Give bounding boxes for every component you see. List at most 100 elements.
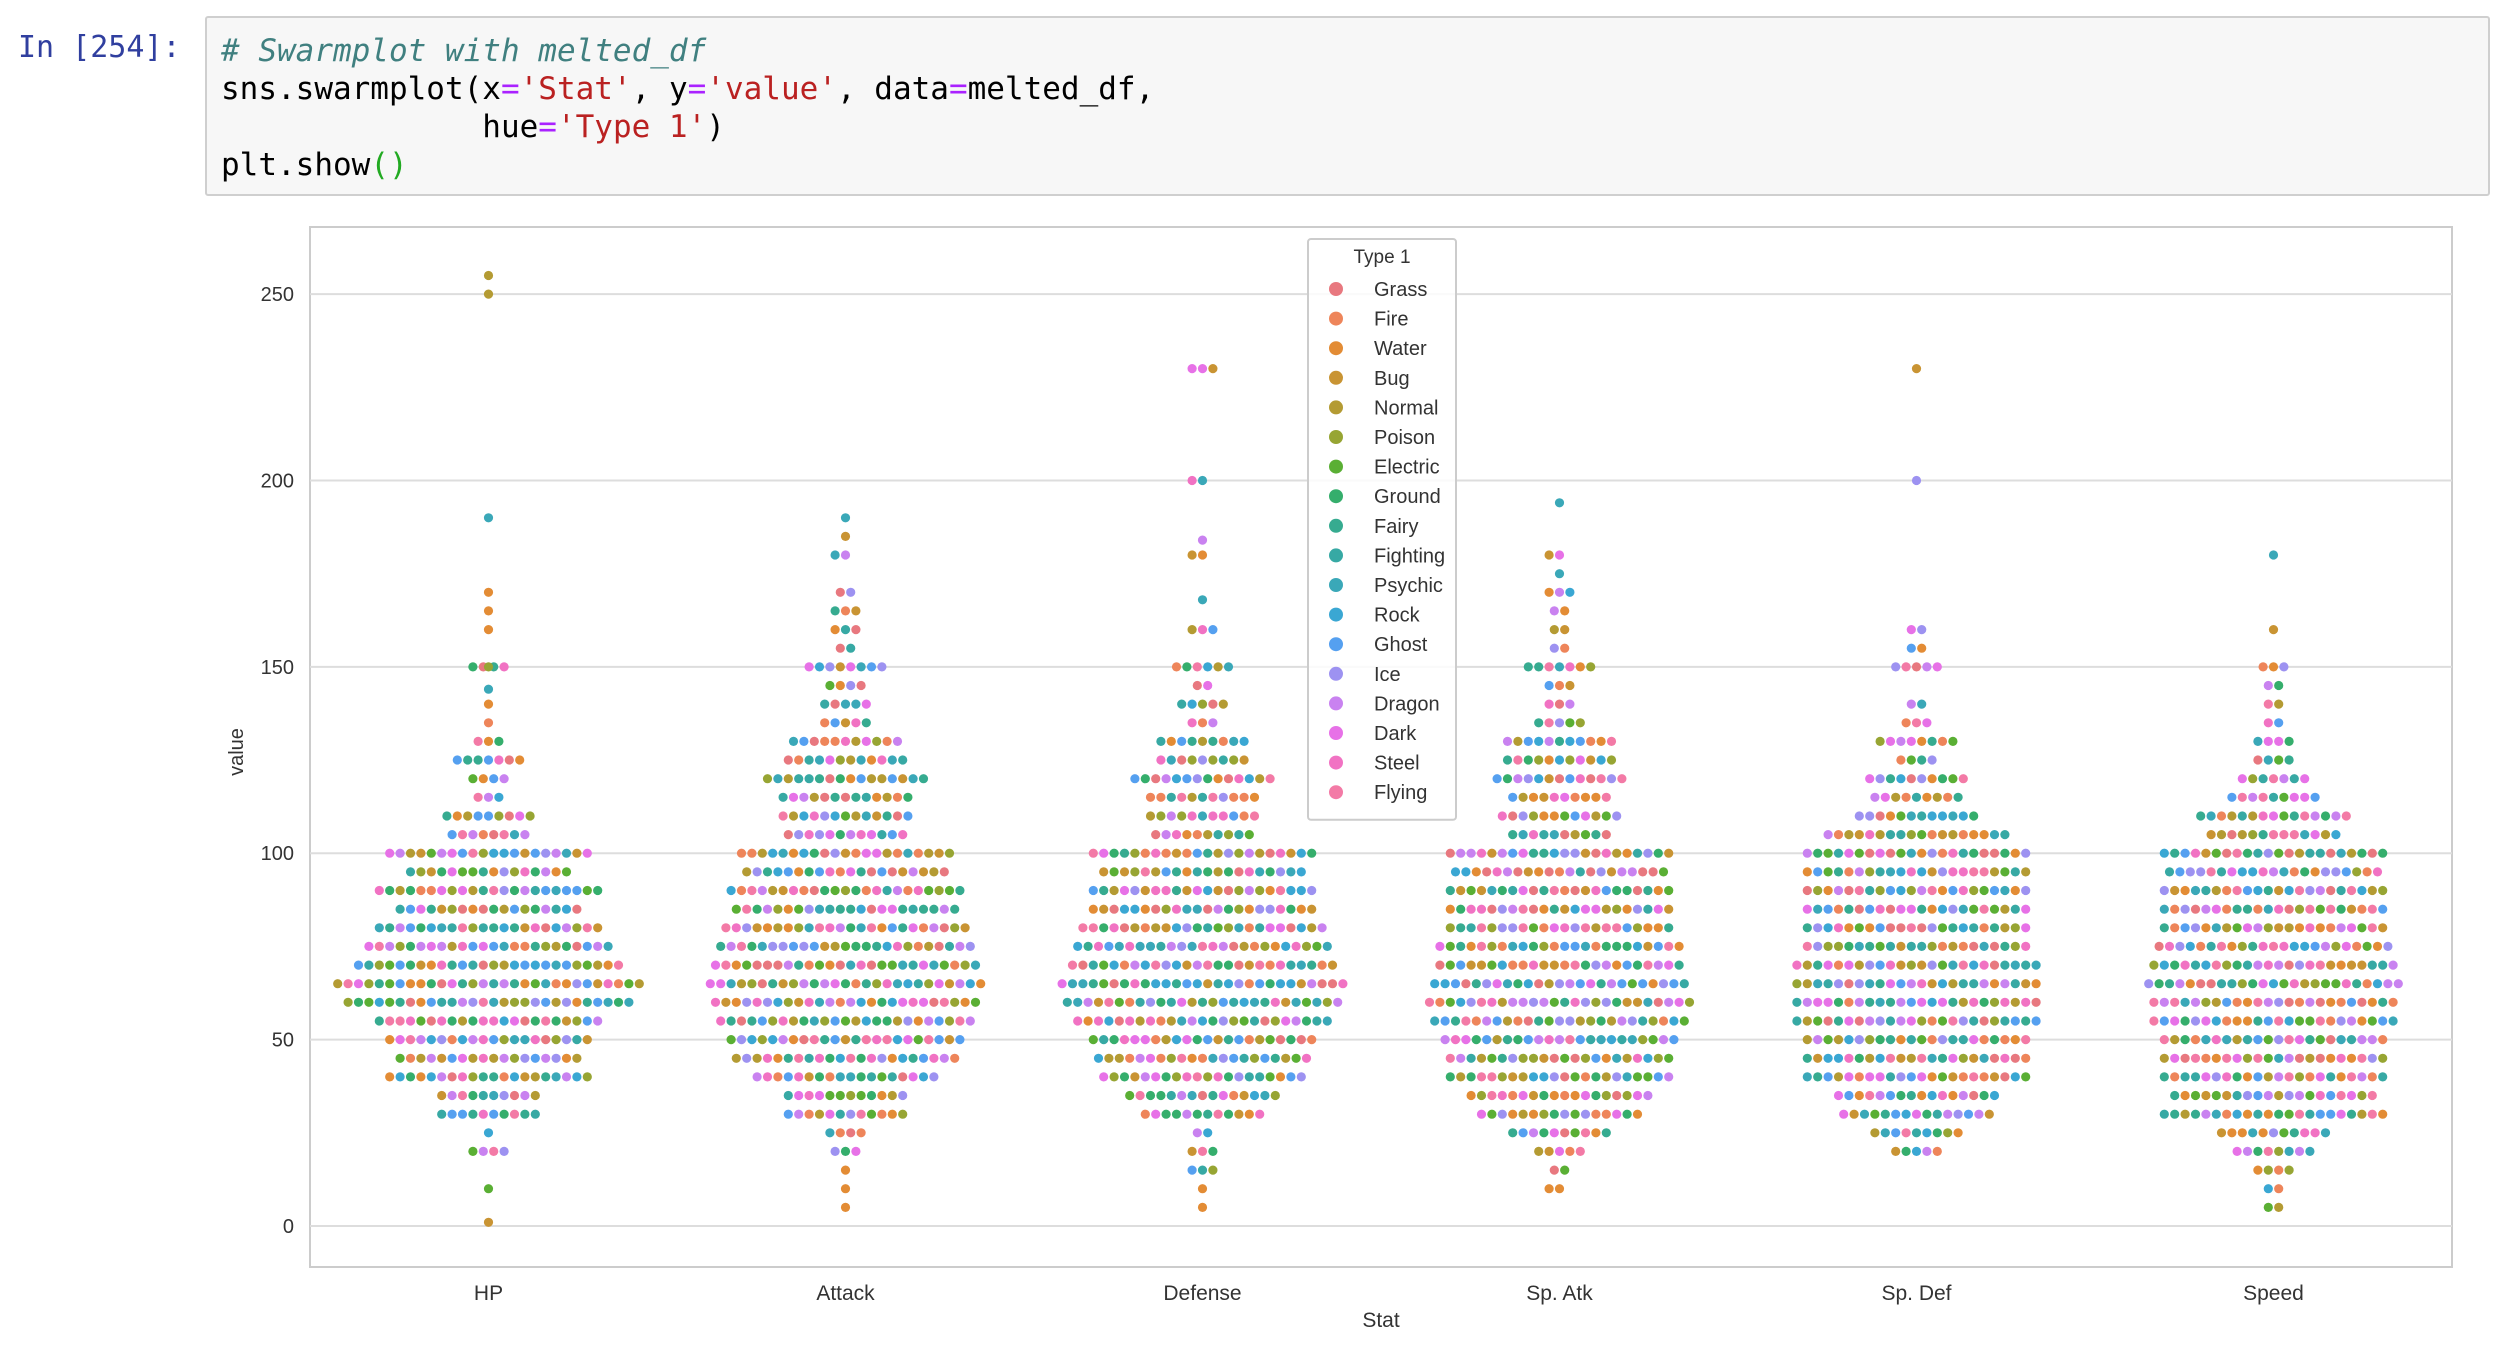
code-editor[interactable]: # Swarmplot with melted_df sns.swarmplot… [221, 32, 1154, 184]
swarm-point [1917, 755, 1927, 765]
swarm-point [520, 830, 530, 840]
swarm-point [1057, 979, 1067, 989]
swarm-point [2201, 960, 2211, 970]
swarm-point [814, 774, 825, 784]
swarm-point [509, 979, 520, 989]
swarm-point [509, 1053, 520, 1063]
swarm-point [1632, 1053, 1643, 1063]
swarm-point [1854, 848, 1864, 858]
swarm-point [965, 1016, 975, 1026]
swarm-point [846, 997, 856, 1007]
swarm-point [1213, 662, 1223, 672]
swarm-point [1969, 979, 1979, 989]
swarm-point [405, 904, 416, 914]
swarm-point [2294, 1072, 2305, 1082]
swarm-point [716, 941, 726, 952]
swarm-point [747, 979, 757, 989]
swarm-point [2222, 1053, 2232, 1063]
swarm-point [468, 867, 478, 877]
swarm-point [1844, 979, 1854, 989]
swarm-point [1119, 960, 1130, 970]
swarm-point [2279, 662, 2289, 672]
swarm-point [478, 1090, 488, 1101]
swarm-point [1823, 1035, 1833, 1045]
swarm-point [794, 997, 804, 1007]
swarm-point [820, 1035, 830, 1045]
swarm-point [2222, 885, 2232, 896]
swarm-point [882, 941, 892, 952]
swarm-point [2294, 1146, 2305, 1156]
swarm-point [1166, 736, 1176, 747]
swarm-point [1875, 960, 1885, 970]
swarm-point [1151, 960, 1161, 970]
swarm-point [1528, 1053, 1539, 1063]
swarm-point [778, 1035, 788, 1045]
swarm-point [2263, 923, 2273, 933]
swarm-point [861, 1035, 871, 1045]
swarm-point [1161, 904, 1171, 914]
swarm-point [1927, 997, 1937, 1007]
swarm-point [2185, 979, 2195, 989]
swarm-point [1917, 643, 1927, 653]
swarm-point [1911, 1146, 1922, 1156]
swarm-point [1203, 662, 1213, 672]
swarm-point [1099, 979, 1109, 989]
swarm-point [1145, 811, 1156, 821]
swarm-point [1424, 997, 1435, 1007]
swarm-point [2305, 1146, 2315, 1156]
swarm-point [1239, 941, 1249, 952]
swarm-point [2336, 1016, 2346, 1026]
swarm-point [736, 1035, 747, 1045]
swarm-point [1208, 1165, 1218, 1175]
swarm-point [2336, 960, 2346, 970]
swarm-point [820, 792, 830, 802]
swarm-point [1854, 830, 1864, 840]
swarm-point [2320, 941, 2331, 952]
swarm-point [1643, 923, 1653, 933]
swarm-point [2242, 1072, 2253, 1082]
swarm-point [976, 979, 986, 989]
swarm-point [861, 941, 871, 952]
swarm-point [1802, 960, 1812, 970]
swarm-point [1591, 923, 1601, 933]
swarm-point [934, 1016, 944, 1026]
swarm-point [788, 1035, 799, 1045]
swarm-point [1203, 1109, 1213, 1119]
swarm-point [478, 830, 488, 840]
swarm-point [1322, 1016, 1332, 1026]
legend-marker [1329, 459, 1343, 474]
swarm-point [374, 923, 384, 933]
swarm-point [2367, 1109, 2377, 1119]
swarm-point [2180, 885, 2190, 896]
swarm-point [499, 1016, 509, 1026]
swarm-point [2000, 1053, 2010, 1063]
swarm-point [898, 1109, 908, 1119]
swarm-point [887, 997, 897, 1007]
swarm-point [2242, 848, 2253, 858]
swarm-point [1435, 941, 1445, 952]
swarm-point [778, 885, 788, 896]
swarm-point [1270, 1090, 1280, 1101]
swarm-point [1497, 1072, 1507, 1082]
swarm-point [1203, 1072, 1213, 1082]
swarm-point [1223, 885, 1234, 896]
swarm-point [2159, 1053, 2169, 1063]
swarm-point [1476, 960, 1487, 970]
swarm-point [2331, 830, 2341, 840]
swarm-point [447, 960, 457, 970]
swarm-point [1151, 1035, 1161, 1045]
swarm-point [1896, 811, 1906, 821]
swarm-point [426, 867, 436, 877]
swarm-point [2305, 923, 2315, 933]
swarm-point [2253, 960, 2263, 970]
swarm-point [1575, 774, 1585, 784]
swarm-point [1802, 848, 1812, 858]
swarm-point [2170, 1090, 2180, 1101]
swarm-point [1435, 960, 1445, 970]
swarm-point [551, 1053, 561, 1063]
swarm-point [809, 885, 819, 896]
swarm-point [2227, 979, 2237, 989]
swarm-point [1229, 792, 1239, 802]
swarm-point [478, 1072, 488, 1082]
code-cell[interactable]: # Swarmplot with melted_df sns.swarmplot… [205, 16, 2490, 196]
